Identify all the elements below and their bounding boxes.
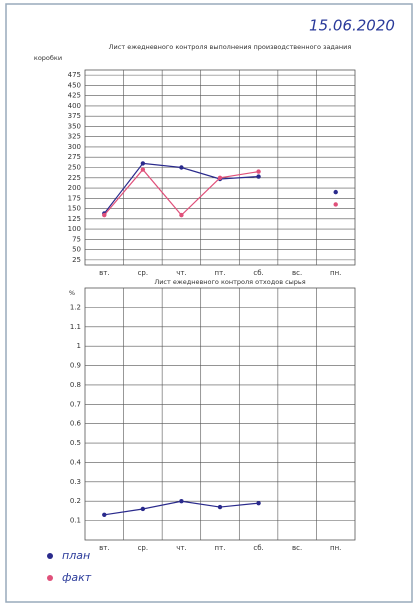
- y-tick-label: 0.3: [70, 478, 81, 486]
- y-axis-label: коробки: [34, 54, 62, 62]
- chart-title: Лист ежедневного контроля отходов сырья: [154, 278, 305, 286]
- data-point: [179, 165, 183, 169]
- x-tick-label: ср.: [138, 544, 149, 552]
- y-tick-label: 75: [72, 235, 81, 243]
- x-tick-label: вс.: [292, 544, 302, 552]
- page: 15.06.2020 Лист ежедневного контроля вып…: [0, 0, 418, 606]
- data-point: [179, 499, 183, 503]
- x-tick-label: пн.: [330, 269, 341, 277]
- data-point: [334, 190, 338, 194]
- x-tick-label: чт.: [176, 269, 186, 277]
- y-tick-label: 1.2: [70, 303, 81, 311]
- y-axis-label: %: [69, 289, 75, 297]
- data-point: [141, 167, 145, 171]
- x-tick-label: вт.: [99, 544, 109, 552]
- y-tick-label: 425: [68, 92, 81, 100]
- data-point: [102, 513, 106, 517]
- y-tick-label: 175: [68, 194, 81, 202]
- y-tick-label: 1: [77, 342, 81, 350]
- y-tick-label: 400: [68, 102, 81, 110]
- y-tick-label: 0.9: [70, 362, 81, 370]
- y-tick-label: 0.7: [70, 400, 81, 408]
- y-tick-label: 0.1: [70, 517, 81, 525]
- x-tick-label: пт.: [215, 269, 226, 277]
- legend-swatch: [47, 553, 53, 559]
- y-tick-label: 350: [68, 122, 81, 130]
- data-point: [334, 202, 338, 206]
- x-tick-label: сб.: [253, 544, 263, 552]
- y-tick-label: 0.6: [70, 420, 82, 428]
- y-tick-label: 1.1: [70, 323, 81, 331]
- y-tick-label: 325: [68, 133, 81, 141]
- y-tick-label: 275: [68, 153, 81, 161]
- y-tick-label: 200: [68, 184, 81, 192]
- data-point: [102, 213, 106, 217]
- y-tick-label: 450: [68, 81, 81, 89]
- y-tick-label: 0.5: [70, 439, 81, 447]
- legend-swatch: [47, 575, 53, 581]
- x-tick-label: пн.: [330, 544, 341, 552]
- x-tick-label: чт.: [176, 544, 186, 552]
- y-tick-label: 250: [68, 164, 81, 172]
- data-point: [141, 161, 145, 165]
- x-tick-label: ср.: [138, 269, 149, 277]
- x-tick-label: вс.: [292, 269, 302, 277]
- y-tick-label: 0.2: [70, 497, 81, 505]
- data-point: [218, 176, 222, 180]
- legend-label: план: [62, 549, 90, 562]
- y-tick-label: 100: [68, 225, 81, 233]
- y-tick-label: 125: [68, 215, 81, 223]
- x-tick-label: сб.: [253, 269, 263, 277]
- y-tick-label: 300: [68, 143, 81, 151]
- data-point: [141, 507, 145, 511]
- date: 15.06.2020: [309, 17, 395, 35]
- x-tick-label: пт.: [215, 544, 226, 552]
- y-tick-label: 50: [72, 246, 81, 254]
- y-tick-label: 25: [72, 256, 81, 264]
- chart-title: Лист ежедневного контроля выполнения про…: [109, 43, 352, 51]
- y-tick-label: 475: [68, 71, 81, 79]
- x-tick-label: вт.: [99, 269, 109, 277]
- y-tick-label: 225: [68, 174, 81, 182]
- data-point: [256, 169, 260, 173]
- y-tick-label: 375: [68, 112, 81, 120]
- y-tick-label: 0.8: [70, 381, 81, 389]
- data-point: [218, 505, 222, 509]
- data-point: [256, 174, 260, 178]
- data-point: [179, 213, 183, 217]
- y-tick-label: 150: [68, 205, 81, 213]
- data-point: [256, 501, 260, 505]
- legend-label: факт: [62, 571, 92, 584]
- y-tick-label: 0.4: [70, 458, 82, 466]
